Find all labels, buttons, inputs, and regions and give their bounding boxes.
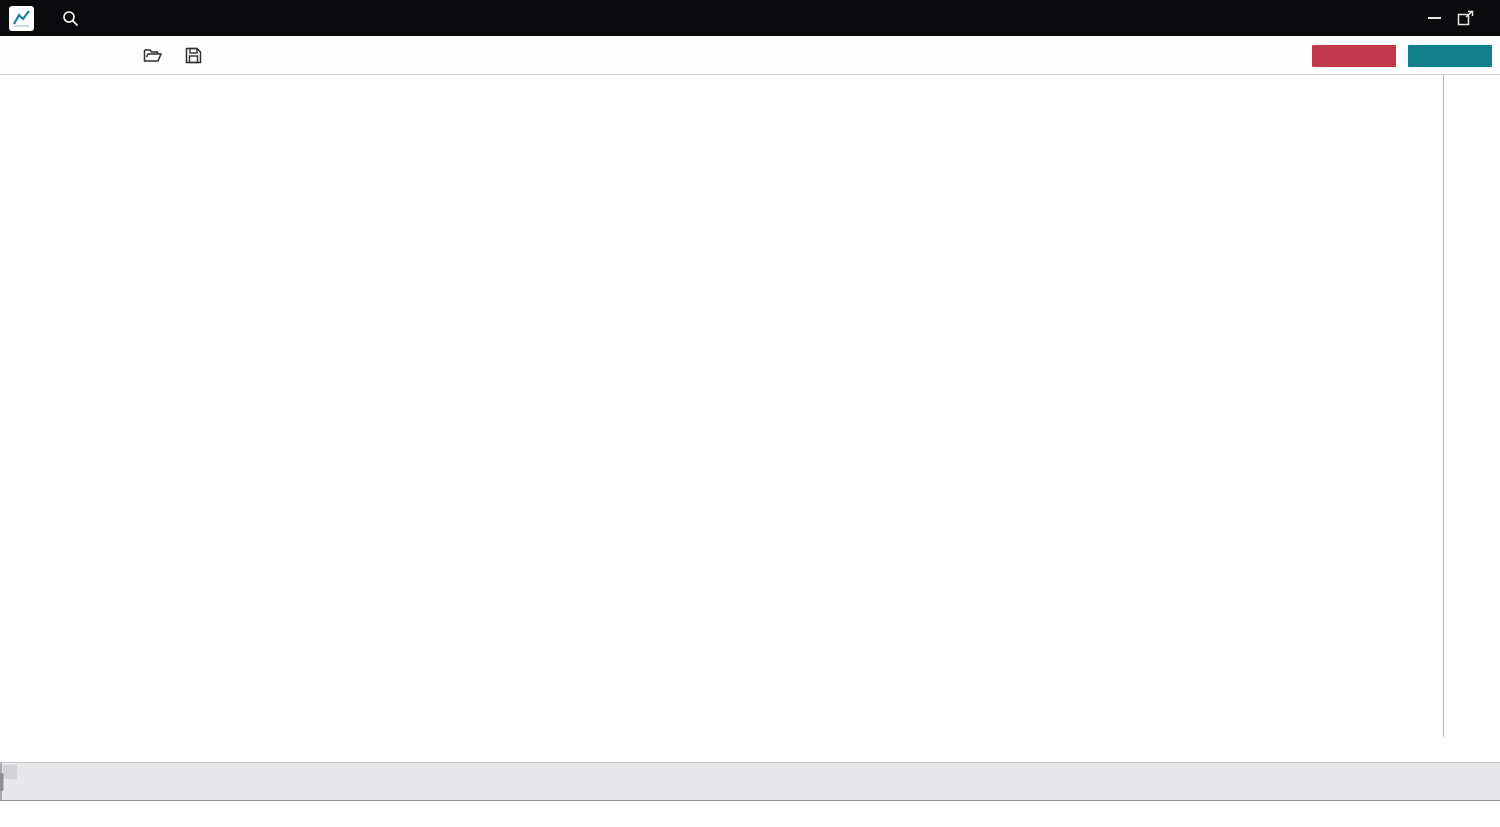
popout-icon[interactable] (1457, 10, 1474, 26)
bid-price-badge (1312, 44, 1396, 67)
search-button[interactable] (62, 10, 79, 27)
open-layout-button[interactable] (143, 47, 163, 63)
price-axis[interactable] (1443, 75, 1500, 737)
today-stats-row (10, 586, 229, 601)
indicator-legend-row (6, 557, 112, 559)
save-layout-button[interactable] (185, 47, 202, 64)
legend-candle-patterns[interactable] (6, 557, 32, 559)
search-icon (63, 10, 79, 26)
selection-right-handle[interactable] (0, 772, 4, 791)
app-logo (9, 5, 34, 31)
title-bar (0, 0, 1500, 36)
logo-chart-icon (13, 9, 30, 27)
navigator-chart[interactable] (0, 762, 1500, 801)
navigator-axis-line (0, 800, 1500, 801)
legend-vwap[interactable] (86, 557, 112, 559)
current-price-area (1300, 36, 1492, 75)
navigator-selection-window[interactable] (0, 763, 4, 800)
toolbar (0, 36, 1500, 75)
session-stats (10, 586, 229, 616)
window-controls (1428, 0, 1490, 36)
chart-stats-row (10, 601, 229, 616)
minimize-icon[interactable] (1428, 17, 1441, 19)
navigator-band[interactable] (0, 762, 1500, 800)
legend-pro-trends[interactable] (46, 557, 72, 559)
save-icon (185, 47, 202, 63)
folder-icon (143, 49, 163, 62)
navigator-close-button[interactable] (3, 765, 17, 779)
ask-price-badge (1408, 44, 1492, 67)
